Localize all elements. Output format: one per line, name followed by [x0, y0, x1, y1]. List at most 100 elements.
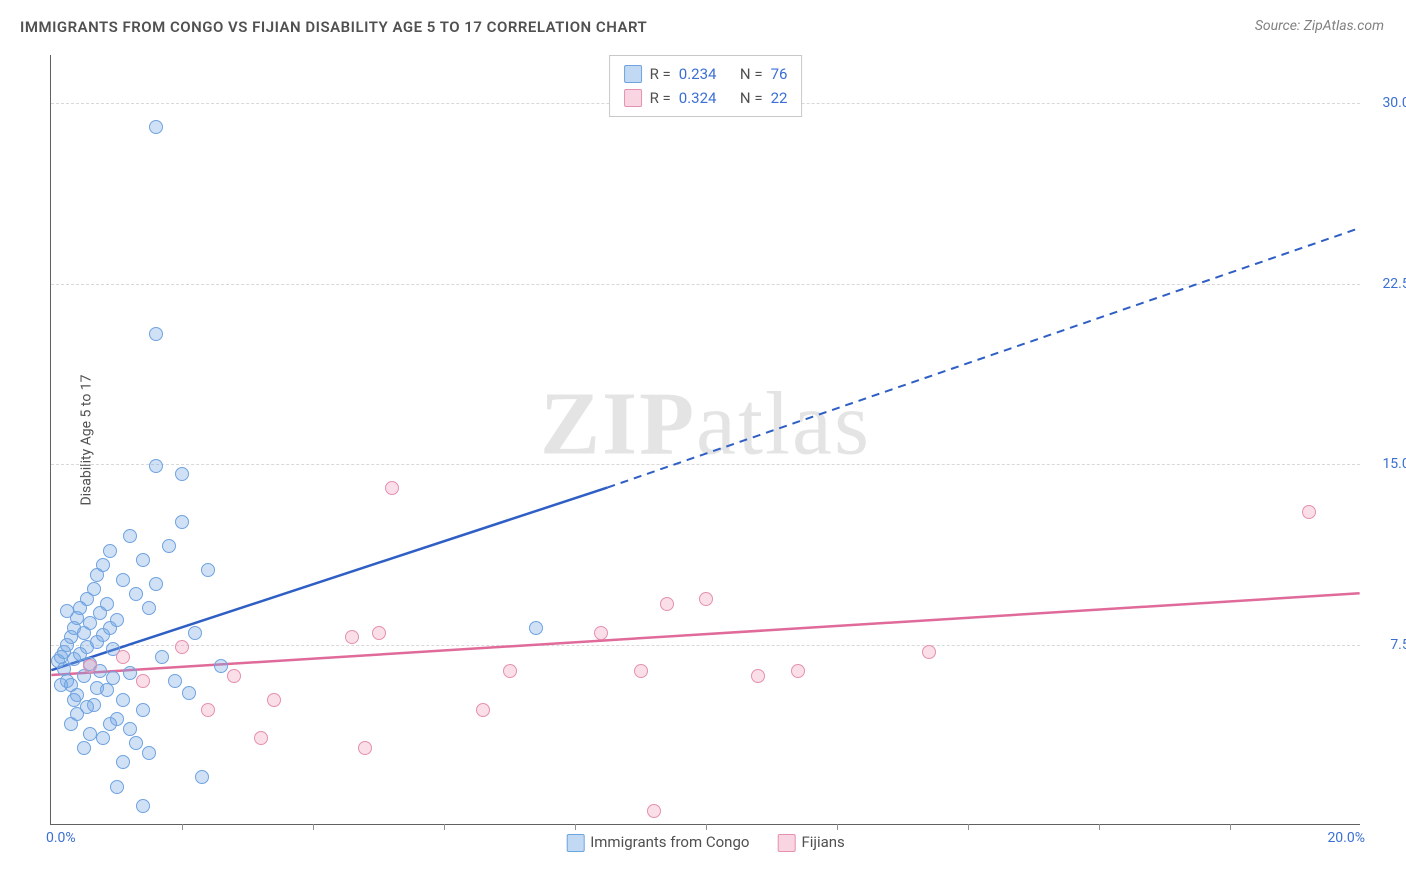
data-point	[80, 700, 94, 714]
chart-title: IMMIGRANTS FROM CONGO VS FIJIAN DISABILI…	[20, 18, 647, 36]
data-point	[136, 553, 150, 567]
n-label: N =	[740, 86, 763, 110]
data-point	[149, 120, 163, 134]
data-point	[385, 481, 399, 495]
data-point	[594, 626, 608, 640]
n-value-fijian: 22	[771, 86, 788, 110]
data-point	[110, 613, 124, 627]
data-point	[358, 741, 372, 755]
data-point	[142, 746, 156, 760]
data-point	[116, 573, 130, 587]
trend-lines	[51, 55, 1360, 824]
data-point	[67, 693, 81, 707]
source-attribution: Source: ZipAtlas.com	[1255, 18, 1384, 34]
data-point	[162, 539, 176, 553]
trend-line-dashed	[607, 228, 1359, 488]
data-point	[116, 755, 130, 769]
x-tick	[968, 824, 969, 830]
legend-label-fijian: Fijians	[801, 833, 844, 851]
data-point	[201, 703, 215, 717]
x-tick	[575, 824, 576, 830]
data-point	[175, 515, 189, 529]
r-value-congo: 0.234	[679, 62, 717, 86]
n-label: N =	[740, 62, 763, 86]
legend-item-fijian: Fijians	[777, 833, 844, 852]
data-point	[503, 664, 517, 678]
y-tick-label: 30.0%	[1365, 95, 1406, 111]
data-point	[168, 674, 182, 688]
data-point	[634, 664, 648, 678]
data-point	[60, 604, 74, 618]
data-point	[83, 659, 97, 673]
data-point	[175, 467, 189, 481]
data-point	[129, 736, 143, 750]
data-point	[149, 327, 163, 341]
data-point	[106, 671, 120, 685]
legend-swatch-blue-icon	[566, 834, 584, 852]
trend-line-solid	[51, 488, 607, 671]
x-tick	[182, 824, 183, 830]
data-point	[136, 799, 150, 813]
data-point	[116, 693, 130, 707]
legend-row-fijian: R = 0.324 N = 22	[624, 86, 788, 110]
data-point	[529, 621, 543, 635]
data-point	[96, 558, 110, 572]
data-point	[188, 626, 202, 640]
x-axis-min-label: 0.0%	[46, 830, 101, 846]
data-point	[123, 722, 137, 736]
data-point	[54, 678, 68, 692]
data-point	[149, 459, 163, 473]
data-point	[195, 770, 209, 784]
legend-swatch-blue	[624, 65, 642, 83]
data-point	[791, 664, 805, 678]
data-point	[123, 666, 137, 680]
correlation-legend: R = 0.234 N = 76 R = 0.324 N = 22	[609, 55, 803, 117]
data-point	[647, 804, 661, 818]
legend-row-congo: R = 0.234 N = 76	[624, 62, 788, 86]
data-point	[254, 731, 268, 745]
data-point	[699, 592, 713, 606]
data-point	[64, 717, 78, 731]
r-label: R =	[650, 62, 671, 86]
plot-area: Disability Age 5 to 17 7.5%15.0%22.5%30.…	[50, 55, 1360, 825]
data-point	[83, 727, 97, 741]
data-point	[1302, 505, 1316, 519]
data-point	[129, 587, 143, 601]
y-tick-label: 15.0%	[1365, 456, 1406, 472]
data-point	[214, 659, 228, 673]
x-tick	[706, 824, 707, 830]
data-point	[142, 601, 156, 615]
x-tick	[1230, 824, 1231, 830]
data-point	[922, 645, 936, 659]
data-point	[751, 669, 765, 683]
data-point	[149, 577, 163, 591]
data-point	[87, 582, 101, 596]
series-legend: Immigrants from Congo Fijians	[566, 833, 845, 852]
data-point	[345, 630, 359, 644]
data-point	[103, 717, 117, 731]
data-point	[660, 597, 674, 611]
legend-swatch-pink-icon	[777, 834, 795, 852]
data-point	[77, 741, 91, 755]
data-point	[90, 681, 104, 695]
n-value-congo: 76	[771, 62, 788, 86]
y-tick-label: 22.5%	[1365, 276, 1406, 292]
data-point	[182, 686, 196, 700]
legend-swatch-pink	[624, 89, 642, 107]
x-tick	[444, 824, 445, 830]
data-point	[372, 626, 386, 640]
data-point	[116, 650, 130, 664]
legend-label-congo: Immigrants from Congo	[590, 833, 749, 851]
data-point	[175, 640, 189, 654]
data-point	[103, 544, 117, 558]
r-label: R =	[650, 86, 671, 110]
data-point	[110, 780, 124, 794]
data-point	[267, 693, 281, 707]
x-tick	[1099, 824, 1100, 830]
x-tick	[837, 824, 838, 830]
data-point	[123, 529, 137, 543]
legend-item-congo: Immigrants from Congo	[566, 833, 749, 852]
data-point	[96, 731, 110, 745]
x-tick	[313, 824, 314, 830]
data-point	[201, 563, 215, 577]
